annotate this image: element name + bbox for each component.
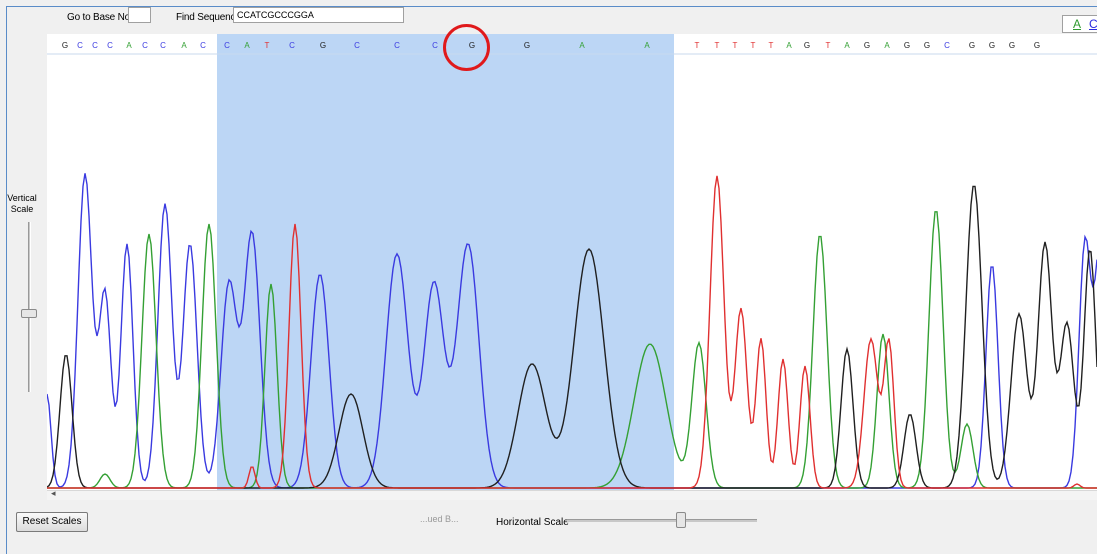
- highlight-circle: [443, 24, 490, 71]
- horizontal-scale-track[interactable]: [567, 519, 757, 522]
- base-call: C: [394, 41, 400, 50]
- base-call: T: [695, 41, 700, 50]
- base-call: T: [715, 41, 720, 50]
- toggle-c-button[interactable]: C: [1089, 17, 1097, 31]
- toolbar: Go to Base No. Find Sequence A C: [0, 0, 1097, 34]
- base-call: C: [77, 41, 83, 50]
- scroll-left-icon[interactable]: ◂: [51, 488, 56, 498]
- base-call: T: [751, 41, 756, 50]
- base-call: A: [181, 41, 187, 50]
- base-call: G: [320, 41, 326, 50]
- base-call: C: [354, 41, 360, 50]
- base-call: A: [884, 41, 890, 50]
- horizontal-scale-thumb[interactable]: [676, 512, 686, 528]
- base-call: A: [579, 41, 585, 50]
- base-call: C: [432, 41, 438, 50]
- toggle-a-button[interactable]: A: [1073, 17, 1082, 31]
- selection-highlight: [217, 34, 674, 490]
- horizontal-scale-label: Horizontal Scale: [496, 517, 569, 528]
- base-call: C: [92, 41, 98, 50]
- faded-label: ...ued B...: [420, 514, 459, 524]
- base-call: G: [969, 41, 975, 50]
- base-call: G: [1009, 41, 1015, 50]
- base-call: T: [826, 41, 831, 50]
- base-call: C: [160, 41, 166, 50]
- go-to-base-input[interactable]: [128, 7, 151, 23]
- base-call: C: [142, 41, 148, 50]
- base-call: G: [924, 41, 930, 50]
- go-to-base-label: Go to Base No.: [67, 12, 133, 23]
- base-call: A: [244, 41, 250, 50]
- base-toggle-group: A C: [1062, 15, 1097, 33]
- base-call: C: [944, 41, 950, 50]
- base-call: G: [989, 41, 995, 50]
- base-call: C: [224, 41, 230, 50]
- base-call: G: [904, 41, 910, 50]
- base-call: T: [733, 41, 738, 50]
- base-call: G: [1034, 41, 1040, 50]
- base-call: C: [200, 41, 206, 50]
- base-call: G: [804, 41, 810, 50]
- reset-scales-button[interactable]: Reset Scales: [16, 512, 88, 532]
- base-call: G: [524, 41, 530, 50]
- vertical-scale-track[interactable]: [28, 222, 31, 392]
- trace-t: [47, 175, 1097, 489]
- base-call: C: [107, 41, 113, 50]
- horizontal-scrollbar[interactable]: ◂: [47, 488, 1097, 500]
- base-call: T: [265, 41, 270, 50]
- vertical-scale-label: Vertical Scale: [7, 193, 37, 214]
- traces: [47, 173, 1097, 489]
- base-call: A: [644, 41, 650, 50]
- base-call: A: [126, 41, 132, 50]
- find-sequence-label: Find Sequence: [176, 12, 241, 23]
- base-call: G: [864, 41, 870, 50]
- base-call: C: [289, 41, 295, 50]
- find-sequence-input[interactable]: [233, 7, 404, 23]
- base-call: T: [769, 41, 774, 50]
- vertical-scale-thumb[interactable]: [21, 309, 37, 318]
- base-call: A: [786, 41, 792, 50]
- base-call: G: [62, 41, 68, 50]
- base-call: A: [844, 41, 850, 50]
